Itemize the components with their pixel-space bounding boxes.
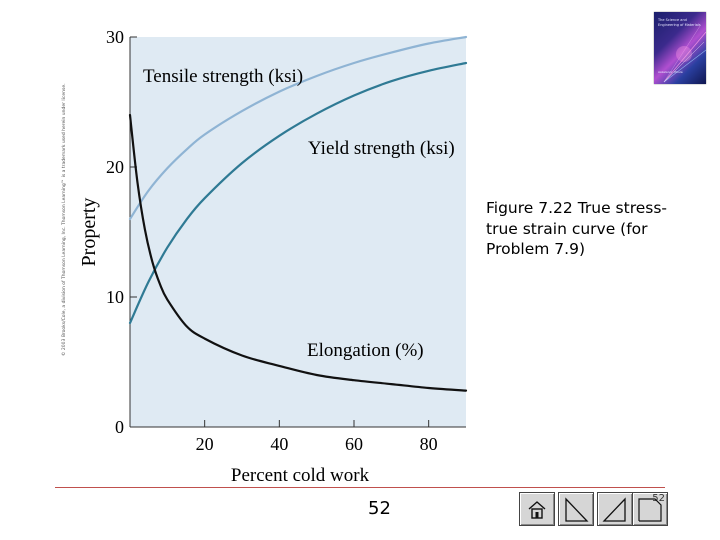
book-cover-author: Askeland · Phulé	[658, 70, 683, 74]
book-cover-title: The Science and Engineering of Materials	[658, 18, 701, 27]
y-tick-labels: 0 10 20 30	[106, 27, 124, 437]
series-line-yield-strength	[128, 61, 468, 325]
series-line-elongation	[128, 113, 468, 392]
page-corner-icon	[638, 498, 662, 522]
copyright-notice: © 2003 Brooks/Cole, a division of Thomso…	[62, 83, 67, 356]
y-axis-label: Property	[78, 198, 100, 267]
plot-area	[130, 37, 466, 427]
footer-divider	[55, 487, 665, 488]
home-button[interactable]	[519, 492, 555, 526]
page-number: 52	[368, 498, 391, 519]
series-label-yield: Yield strength (ksi)	[308, 138, 455, 159]
x-tick-label-1: 40	[270, 434, 288, 454]
home-icon	[528, 501, 546, 519]
x-axis-label: Percent cold work	[231, 465, 370, 486]
next-slide-button[interactable]	[597, 492, 633, 526]
tick-marks	[130, 36, 430, 427]
triangle-right-icon	[602, 497, 626, 522]
book-cover-thumbnail: The Science and Engineering of Materials…	[654, 12, 706, 84]
series-label-tensile: Tensile strength (ksi)	[143, 66, 303, 87]
y-tick-label-3: 30	[106, 27, 124, 47]
y-tick-label-1: 10	[106, 287, 124, 307]
series-layer	[128, 35, 468, 392]
triangle-left-icon	[565, 497, 589, 522]
slide-counter-label: 52	[652, 493, 665, 504]
x-tick-labels: 20 40 60 80	[196, 434, 438, 454]
book-cover-art-icon	[663, 25, 706, 83]
series-line-tensile-strength	[128, 35, 468, 221]
x-tick-label-0: 20	[196, 434, 214, 454]
y-tick-label-2: 20	[106, 157, 124, 177]
series-label-elongation: Elongation (%)	[307, 340, 424, 361]
slide-counter-button[interactable]: 52	[632, 492, 668, 526]
x-tick-label-2: 60	[345, 434, 363, 454]
previous-slide-button[interactable]	[558, 492, 594, 526]
figure-caption: Figure 7.22 True stress-true strain curv…	[486, 199, 668, 258]
x-tick-label-3: 80	[420, 434, 438, 454]
y-tick-label-0: 0	[115, 417, 124, 437]
